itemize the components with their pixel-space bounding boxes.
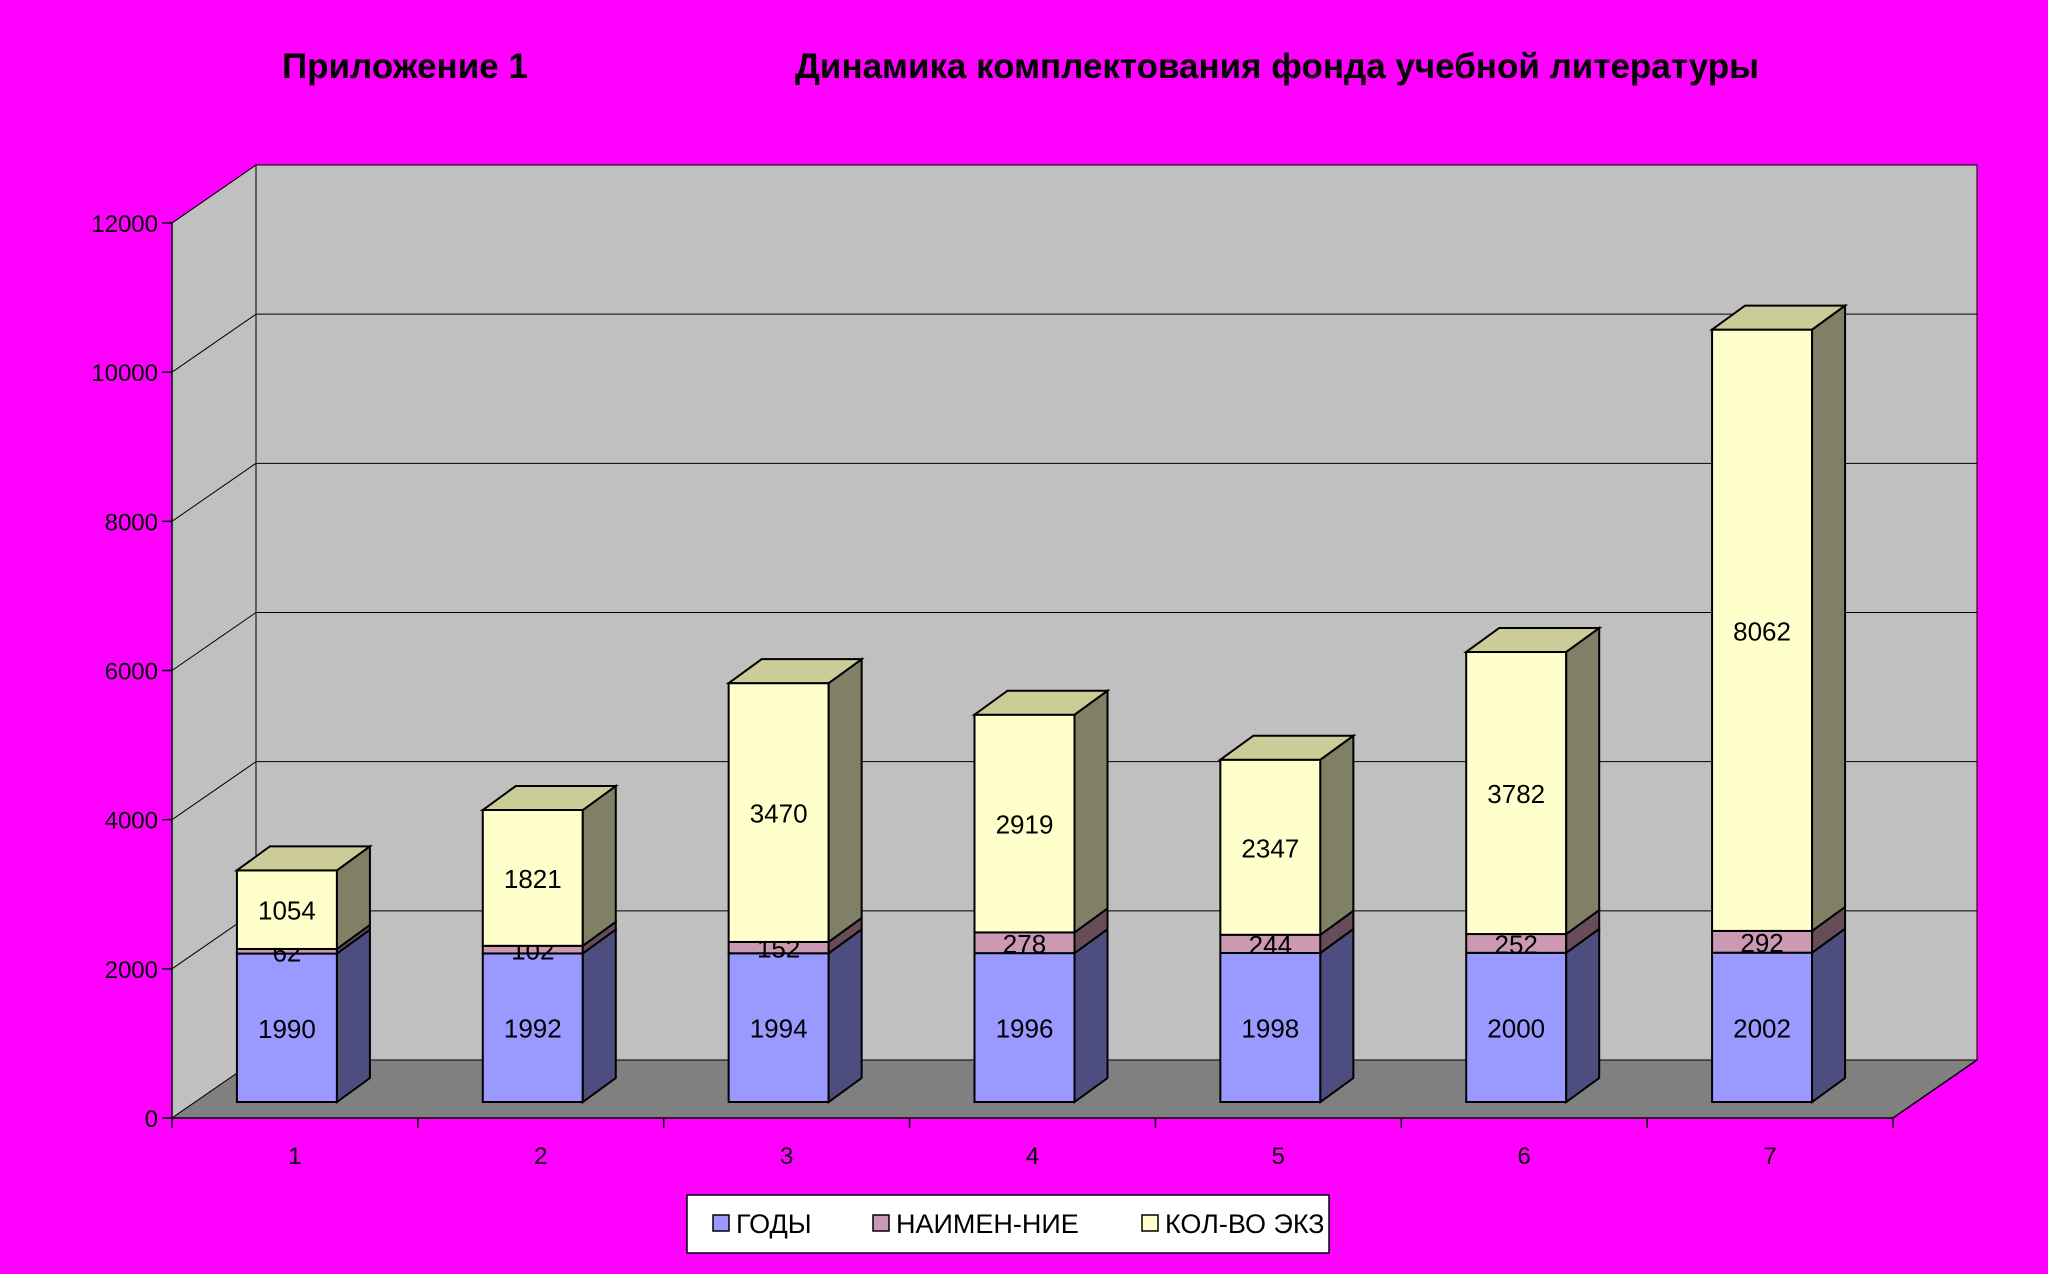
- data-label: 1998: [1241, 1013, 1299, 1043]
- bar-top: [971, 689, 1111, 716]
- legend-label: НАИМЕН-НИЕ: [896, 1209, 1079, 1239]
- bar-top: [479, 785, 619, 812]
- y-tick-label: 10000: [91, 360, 158, 387]
- data-label: 1994: [750, 1014, 808, 1044]
- gridline: [171, 462, 1977, 522]
- bar-side: [1811, 303, 1847, 933]
- bar-side: [827, 657, 863, 944]
- x-axis: 1 2 3 4 5 6 7: [171, 1059, 1978, 1170]
- bar-segment: 2000: [1465, 926, 1601, 1104]
- data-label: 3470: [750, 799, 808, 829]
- gridline: [171, 761, 1977, 821]
- y-tick-label: 6000: [105, 659, 158, 686]
- bar-side: [1073, 927, 1109, 1104]
- gridline: [171, 612, 1977, 671]
- bar-top: [725, 658, 865, 685]
- data-label: 2919: [996, 810, 1054, 840]
- bar-top: [1463, 626, 1603, 653]
- bar-segment: 2919: [971, 688, 1111, 935]
- data-label: 1821: [504, 864, 562, 894]
- legend-label: КОЛ-ВО ЭКЗ: [1165, 1209, 1325, 1239]
- data-label: 292: [1740, 928, 1783, 958]
- x-tick-label: 2: [534, 1143, 547, 1170]
- data-label: 3782: [1487, 779, 1545, 809]
- bar-side: [827, 927, 863, 1104]
- data-label: 2000: [1487, 1013, 1545, 1043]
- x-tick-label: 5: [1272, 1143, 1285, 1170]
- data-label: 8062: [1733, 616, 1791, 646]
- data-label: 278: [1003, 929, 1046, 959]
- x-tick-label: 6: [1518, 1143, 1531, 1170]
- legend-label: ГОДЫ: [736, 1209, 812, 1239]
- chart-title: Динамика комплектования фонда учебной ли…: [795, 47, 1759, 86]
- bar-side: [1811, 926, 1847, 1104]
- floor-edge: [1892, 1059, 1978, 1119]
- bar-segment: 2347: [1217, 733, 1357, 937]
- y-tick-label: 4000: [105, 808, 158, 835]
- legend-swatch: [1141, 1214, 1159, 1232]
- x-tick-label: 1: [288, 1143, 301, 1170]
- data-label: 1990: [258, 1014, 316, 1044]
- bar-side: [581, 784, 617, 948]
- bar-segment: 3782: [1463, 626, 1603, 937]
- bar-side: [335, 927, 371, 1104]
- bar-segment: 1821: [479, 784, 619, 948]
- x-tick-label: 3: [780, 1143, 793, 1170]
- bar-side: [1073, 688, 1109, 935]
- y-tick-label: 8000: [105, 509, 158, 536]
- bar-segment: 1990: [235, 927, 371, 1104]
- bar-stack: 1996 278 2919: [971, 688, 1111, 1104]
- data-label: 2347: [1241, 833, 1299, 863]
- bar-front: [727, 952, 830, 1103]
- bar-segment: 3470: [725, 657, 865, 944]
- bar-segment: 2002: [1711, 926, 1847, 1104]
- data-label: 1054: [258, 896, 316, 926]
- legend-swatch: [712, 1214, 730, 1232]
- bar-side: [1565, 926, 1601, 1104]
- y-axis: 0 2000 4000 6000 8000 10000 12000: [91, 211, 173, 1133]
- bar-side: [1565, 626, 1601, 937]
- bar-top: [233, 845, 374, 872]
- legend-swatch: [872, 1214, 890, 1232]
- y-tick-label: 2000: [105, 957, 158, 984]
- x-tick-label: 7: [1763, 1143, 1776, 1170]
- bar-front: [973, 952, 1076, 1103]
- bar-segment: 1994: [727, 927, 863, 1104]
- bar-top: [1708, 304, 1849, 331]
- bar-segment: 292: [1711, 904, 1847, 958]
- bar-segment: 1998: [1219, 927, 1355, 1104]
- legend-box: [686, 1194, 1330, 1254]
- y-tick-label: 12000: [91, 211, 158, 238]
- x-tick-label: 4: [1026, 1143, 1039, 1170]
- legend: ГОДЫ НАИМЕН-НИЕ КОЛ-ВО ЭКЗ: [686, 1194, 1330, 1254]
- data-label: 1992: [504, 1014, 562, 1044]
- bar-side: [1319, 733, 1355, 937]
- gridline: [171, 164, 1977, 224]
- y-tick-label: 0: [145, 1106, 158, 1133]
- bar-side: [1319, 927, 1355, 1104]
- bar-front: [1711, 328, 1814, 932]
- bar-stack: 2002 292 8062: [1708, 303, 1849, 1104]
- bar-front: [235, 952, 338, 1103]
- data-label: 1996: [996, 1014, 1054, 1044]
- bar-top: [1217, 734, 1357, 761]
- gridline: [171, 313, 1977, 373]
- bar-segment: 1054: [233, 844, 374, 951]
- appendix-label: Приложение 1: [282, 47, 528, 86]
- bar-front: [1219, 951, 1322, 1103]
- bar-front: [973, 713, 1076, 934]
- bar-segment: 8062: [1708, 303, 1849, 933]
- bar-segment: 278: [973, 906, 1109, 959]
- bar-side: [581, 927, 617, 1104]
- data-label: 2002: [1733, 1013, 1791, 1043]
